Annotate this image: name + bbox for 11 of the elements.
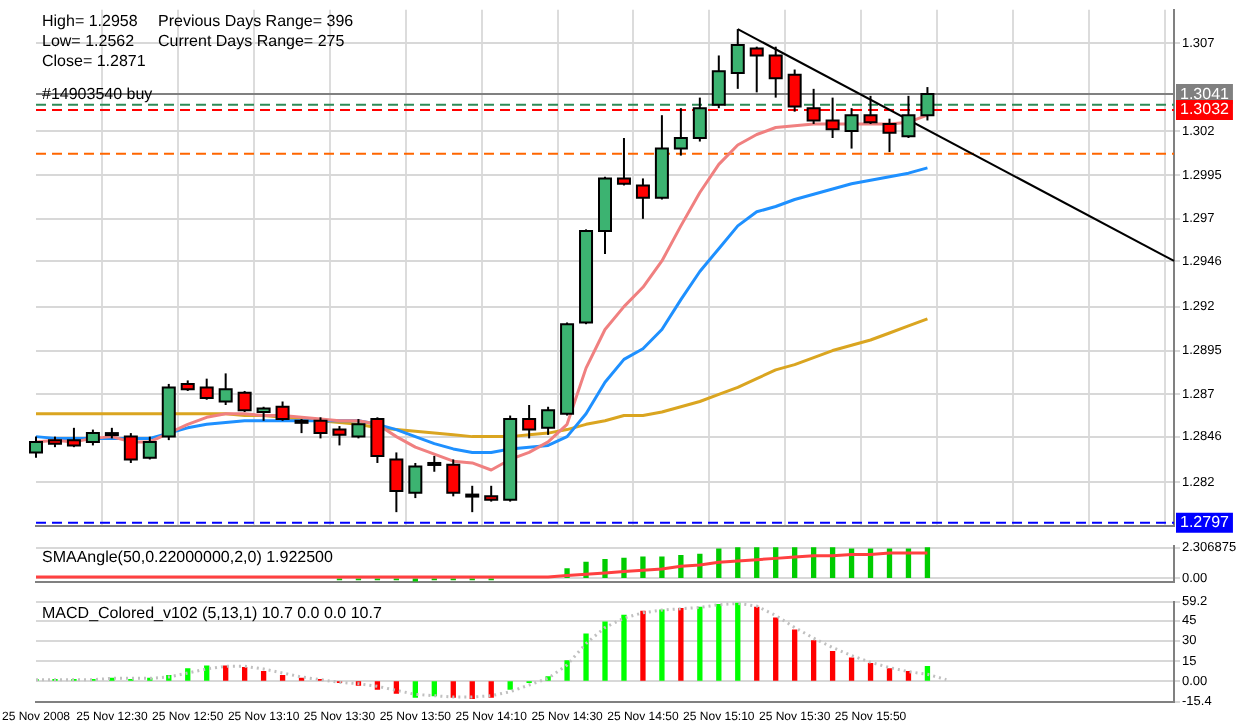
annotation: #14903540 buy (42, 85, 153, 104)
annotation: Previous Days Range= 396 (158, 12, 355, 31)
ref-line-label: 1.3032 (1180, 100, 1231, 119)
ref-line-label: 1.2797 (1180, 513, 1231, 532)
annotation: Close= 1.2871 (42, 52, 147, 71)
annotation: Current Days Range= 275 (158, 32, 346, 51)
ref-line-label: 1.3041 (1180, 84, 1231, 103)
chart-title: MACD_Colored_v102 (5,13,1) 10.7 0.0 0.0 10.7 (42, 604, 383, 623)
annotation: High= 1.2958 (42, 12, 139, 31)
annotation: Low= 1.2562 (42, 32, 136, 51)
chart-title: SMAAngle(50,0.22000000,2,0) 1.922500 (42, 548, 334, 567)
